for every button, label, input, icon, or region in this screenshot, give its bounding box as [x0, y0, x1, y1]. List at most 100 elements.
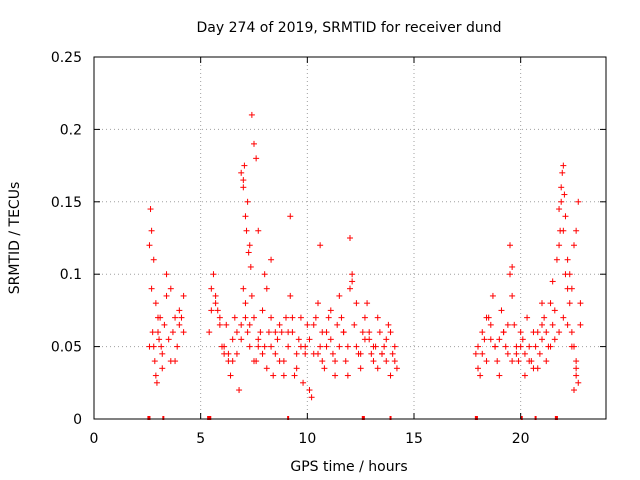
data-point — [526, 358, 533, 365]
data-point — [543, 329, 550, 336]
data-point — [532, 343, 539, 350]
data-point — [263, 365, 270, 372]
data-point — [289, 314, 296, 321]
data-point — [575, 198, 582, 205]
data-point — [568, 285, 575, 292]
data-point — [359, 329, 366, 336]
data-point — [338, 314, 345, 321]
data-point — [539, 321, 545, 328]
chart-title: Day 274 of 2019, SRMTID for receiver dun… — [197, 20, 502, 36]
data-point — [245, 249, 252, 256]
data-point — [214, 307, 221, 314]
data-point — [361, 314, 368, 321]
data-point — [521, 372, 528, 379]
data-point — [556, 206, 563, 213]
data-point — [263, 285, 270, 292]
data-point — [391, 343, 398, 350]
data-point — [376, 329, 383, 336]
data-point — [255, 336, 262, 343]
data-point — [180, 292, 187, 299]
data-point — [172, 314, 179, 321]
data-point — [246, 321, 253, 328]
data-point — [513, 350, 520, 357]
data-point — [246, 242, 253, 249]
data-point — [327, 336, 334, 343]
data-point — [562, 213, 569, 220]
data-point — [327, 307, 334, 314]
data-point — [500, 329, 507, 336]
x-tick-label: 10 — [298, 431, 316, 447]
data-point — [155, 329, 161, 336]
data-point — [169, 329, 176, 336]
data-point — [312, 314, 319, 321]
data-point — [483, 358, 490, 365]
data-point — [573, 358, 580, 365]
data-point — [259, 307, 266, 314]
data-point — [568, 329, 575, 336]
data-point — [300, 379, 307, 386]
data-point — [374, 314, 381, 321]
data-point — [559, 169, 566, 176]
data-point — [153, 379, 160, 386]
data-point — [387, 372, 394, 379]
data-point — [539, 336, 545, 343]
data-point — [259, 350, 266, 357]
data-point — [251, 358, 257, 365]
data-point — [573, 227, 580, 234]
data-point — [515, 358, 522, 365]
data-point — [238, 321, 245, 328]
data-point — [475, 365, 481, 372]
data-point — [149, 329, 156, 336]
data-point — [504, 321, 511, 328]
data-point — [206, 329, 213, 336]
data-point — [521, 350, 528, 357]
data-point — [481, 336, 488, 343]
y-tick-label: 0.25 — [51, 50, 82, 66]
data-point — [489, 292, 496, 299]
data-point — [146, 343, 153, 350]
data-point — [357, 350, 364, 357]
data-point — [391, 358, 398, 365]
data-point — [483, 314, 490, 321]
data-point — [564, 321, 571, 328]
data-point — [161, 321, 168, 328]
data-point — [208, 285, 215, 292]
data-point — [475, 343, 481, 350]
data-point — [247, 263, 254, 270]
data-point — [383, 336, 390, 343]
data-point — [536, 350, 543, 357]
data-point — [156, 336, 163, 343]
data-point — [560, 162, 567, 169]
data-point — [393, 365, 400, 372]
data-point — [317, 343, 324, 350]
data-point — [178, 314, 185, 321]
data-point — [336, 343, 343, 350]
data-point — [148, 227, 155, 234]
data-point — [210, 271, 217, 278]
data-point — [566, 271, 573, 278]
y-tick-label: 0 — [73, 412, 82, 428]
data-point — [551, 307, 558, 314]
data-point — [383, 358, 390, 365]
data-point — [357, 365, 364, 372]
data-point — [374, 365, 381, 372]
data-point — [564, 256, 571, 263]
data-point — [291, 372, 298, 379]
x-axis-label: GPS time / hours — [290, 459, 407, 475]
data-point — [349, 271, 356, 278]
data-point — [507, 271, 513, 278]
data-point — [265, 329, 272, 336]
data-point — [236, 387, 243, 394]
data-point — [304, 321, 311, 328]
data-point — [261, 271, 268, 278]
data-point — [364, 300, 371, 307]
data-point — [342, 358, 349, 365]
data-point — [494, 358, 501, 365]
data-point — [325, 314, 332, 321]
data-point — [558, 184, 565, 191]
data-point — [547, 343, 554, 350]
data-point — [353, 343, 360, 350]
data-point — [155, 314, 161, 321]
data-point — [163, 271, 170, 278]
data-point — [370, 343, 377, 350]
